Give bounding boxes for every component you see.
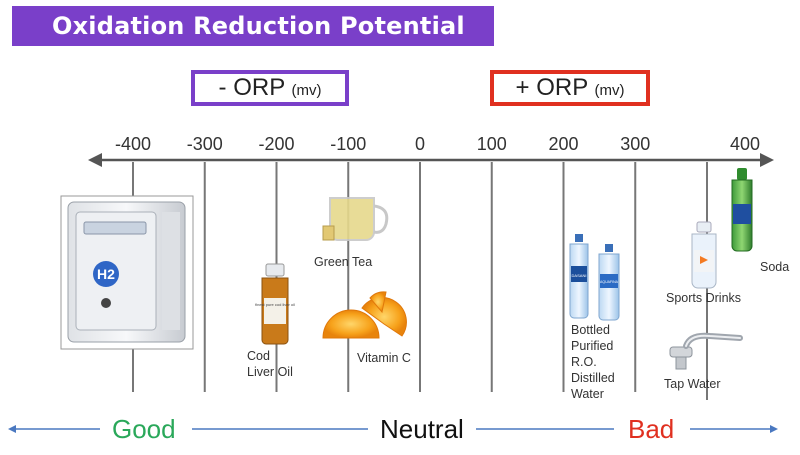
bottled-water-image: DASANI AQUAFINA xyxy=(569,234,620,321)
tap-water-image xyxy=(669,332,743,370)
vitamin-c-label: Vitamin C xyxy=(357,351,411,365)
tick-label-3: -100 xyxy=(330,134,366,154)
bottom-arrows xyxy=(8,425,778,433)
bottled-water-line-3: R.O. xyxy=(571,355,597,369)
soda-image xyxy=(731,168,753,252)
tick-label-6: 200 xyxy=(548,134,578,154)
cod-oil-bottle-text: finest pure cod liver oil xyxy=(255,302,295,307)
tick-label-5: 100 xyxy=(477,134,507,154)
positive-orp-label: + ORP xyxy=(515,74,588,101)
neutral-label: Neutral xyxy=(380,414,464,444)
cod-liver-oil-image: finest pure cod liver oil xyxy=(255,263,295,345)
bottled-water-line-1: Bottled xyxy=(571,323,610,337)
tick-label-0: -400 xyxy=(115,134,151,154)
bad-label: Bad xyxy=(628,414,675,444)
bottled-water-line-4: Distilled xyxy=(571,371,615,385)
tick-label-4: 0 xyxy=(415,134,425,154)
page-title: Oxidation Reduction Potential xyxy=(12,6,494,46)
vitamin-c-image xyxy=(322,291,407,339)
tick-label-2: -200 xyxy=(258,134,294,154)
positive-orp-box: + ORP (mv) xyxy=(490,70,650,106)
bottled-water-label: Bottled Purified R.O. Distilled Water xyxy=(571,322,615,402)
bottled-water-line-2: Purified xyxy=(571,339,614,353)
negative-orp-label: - ORP xyxy=(218,74,285,101)
negative-orp-box: - ORP (mv) xyxy=(191,70,349,106)
cod-liver-oil-label: Cod Liver Oil xyxy=(247,348,293,380)
negative-orp-unit: (mv) xyxy=(291,82,322,99)
bottled-water-line-5: Water xyxy=(571,387,604,401)
positive-orp-unit: (mv) xyxy=(594,82,625,99)
axis-line xyxy=(88,153,774,167)
soda-label: Soda xyxy=(760,260,790,274)
tick-label-7: 300 xyxy=(620,134,650,154)
tap-water-label: Tap Water xyxy=(664,377,721,391)
tick-label-1: -300 xyxy=(187,134,223,154)
h2-logo-text: H2 xyxy=(97,266,115,282)
green-tea-image xyxy=(322,197,389,241)
sports-drinks-label: Sports Drinks xyxy=(666,291,742,305)
tick-label-8: 400 xyxy=(730,134,760,154)
sports-drink-image xyxy=(691,221,717,289)
cod-liver-oil-line-1: Cod xyxy=(247,349,270,363)
dasani-label: DASANI xyxy=(572,273,587,278)
aquafina-label: AQUAFINA xyxy=(600,280,619,284)
tick-labels: -400 -300 -200 -100 0 100 200 300 400 xyxy=(115,134,760,154)
hydrogen-machine-image: H2 xyxy=(60,195,194,350)
good-label: Good xyxy=(112,414,176,444)
green-tea-label: Green Tea xyxy=(314,255,373,269)
tick-lines xyxy=(132,162,708,400)
cod-liver-oil-line-2: Liver Oil xyxy=(247,365,293,379)
